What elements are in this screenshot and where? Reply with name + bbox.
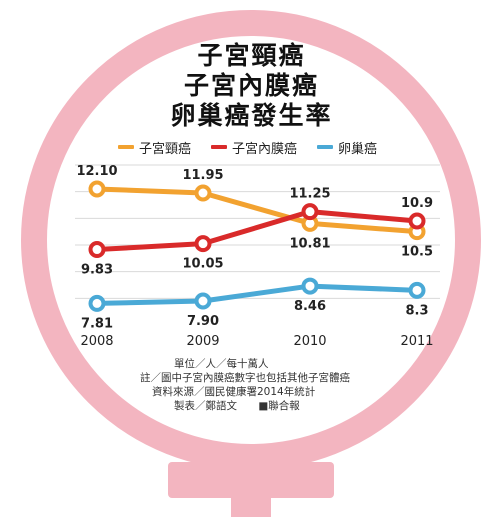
data-point-s2-0: [88, 294, 106, 312]
series-line-1: [94, 209, 420, 253]
data-point-s2-3: [408, 281, 426, 299]
data-label-s2-2: 8.46: [294, 299, 326, 314]
data-label-s0-1: 11.95: [182, 168, 223, 183]
data-label-s2-0: 7.81: [81, 316, 113, 331]
note-source: 資料來源／國民健康署2014年統計: [152, 386, 316, 398]
data-point-s2-2: [301, 277, 319, 295]
data-point-s0-1: [194, 184, 212, 202]
legend: 子宮頸癌 子宮內膜癌 卵巢癌: [118, 137, 397, 157]
series-line-0: [94, 186, 420, 235]
venus-crossbar: [168, 462, 334, 498]
title-line-3: 卵巢癌發生率: [170, 101, 333, 130]
data-point-s2-1: [194, 292, 212, 310]
note-credit-left: 製表／鄭語文: [174, 400, 237, 412]
data-label-s0-0: 12.10: [76, 164, 117, 179]
data-point-s0-0: [88, 180, 106, 198]
title-line-2: 子宮內膜癌: [183, 71, 319, 100]
title-line-1: 子宮頸癌: [197, 41, 306, 70]
data-label-s2-3: 8.3: [405, 303, 428, 318]
data-label-s0-2: 10.81: [289, 236, 330, 251]
data-label-s1-2: 11.25: [289, 187, 330, 202]
legend-item-ovarian: 卵巢癌: [317, 138, 377, 157]
data-label-s1-3: 10.9: [401, 196, 433, 211]
legend-swatch-cervical: [118, 145, 134, 149]
legend-label-endometrial: 子宮內膜癌: [232, 141, 298, 157]
data-point-s1-1: [194, 235, 212, 253]
note-credit-right: ■聯合報: [258, 400, 300, 412]
data-point-s1-0: [88, 241, 106, 259]
legend-item-cervical: 子宮頸癌: [118, 138, 191, 157]
data-point-s1-3: [408, 212, 426, 230]
data-label-s2-1: 7.90: [187, 314, 219, 329]
data-point-s1-2: [301, 203, 319, 221]
notes-block: 單位／人／每十萬人 註／圖中子宮內膜癌數字也包括其他子宮體癌 資料來源／國民健康…: [140, 357, 380, 413]
legend-swatch-ovarian: [317, 145, 334, 149]
data-label-s1-0: 9.83: [81, 263, 113, 278]
x-tick-label-2010: 2010: [293, 334, 326, 349]
data-label-s0-3: 10.5: [401, 245, 433, 260]
note-credit: 製表／鄭語文 ■聯合報: [140, 399, 380, 413]
series-line-2: [94, 283, 420, 306]
data-label-s1-1: 10.05: [182, 257, 223, 272]
x-tick-label-2011: 2011: [400, 334, 433, 349]
note-endometrial: 註／圖中子宮內膜癌數字也包括其他子宮體癌: [140, 372, 350, 384]
legend-swatch-endometrial: [211, 145, 228, 149]
x-tick-label-2008: 2008: [80, 334, 113, 349]
legend-label-cervical: 子宮頸癌: [139, 141, 192, 157]
x-tick-label-2009: 2009: [186, 334, 219, 349]
legend-label-ovarian: 卵巢癌: [338, 141, 378, 157]
legend-item-endometrial: 子宮內膜癌: [211, 138, 297, 157]
note-unit: 單位／人／每十萬人: [174, 358, 269, 370]
